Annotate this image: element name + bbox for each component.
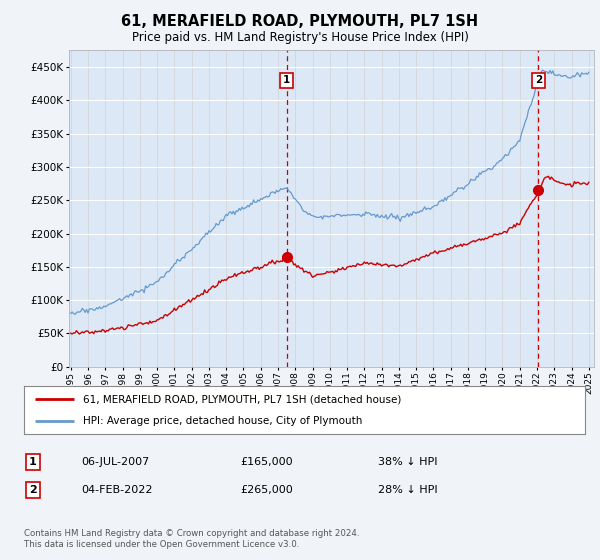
Text: HPI: Average price, detached house, City of Plymouth: HPI: Average price, detached house, City… — [83, 416, 362, 426]
Text: 1: 1 — [283, 76, 290, 86]
Text: 04-FEB-2022: 04-FEB-2022 — [81, 485, 152, 495]
Text: Price paid vs. HM Land Registry's House Price Index (HPI): Price paid vs. HM Land Registry's House … — [131, 31, 469, 44]
Text: 38% ↓ HPI: 38% ↓ HPI — [378, 457, 437, 467]
Text: 1: 1 — [29, 457, 37, 467]
Text: 61, MERAFIELD ROAD, PLYMOUTH, PL7 1SH (detached house): 61, MERAFIELD ROAD, PLYMOUTH, PL7 1SH (d… — [83, 394, 401, 404]
Text: Contains HM Land Registry data © Crown copyright and database right 2024.
This d: Contains HM Land Registry data © Crown c… — [24, 529, 359, 549]
Text: 06-JUL-2007: 06-JUL-2007 — [81, 457, 149, 467]
Text: 2: 2 — [29, 485, 37, 495]
Text: 28% ↓ HPI: 28% ↓ HPI — [378, 485, 437, 495]
Text: 61, MERAFIELD ROAD, PLYMOUTH, PL7 1SH: 61, MERAFIELD ROAD, PLYMOUTH, PL7 1SH — [121, 14, 479, 29]
Text: £165,000: £165,000 — [240, 457, 293, 467]
Text: £265,000: £265,000 — [240, 485, 293, 495]
Text: 2: 2 — [535, 76, 542, 86]
